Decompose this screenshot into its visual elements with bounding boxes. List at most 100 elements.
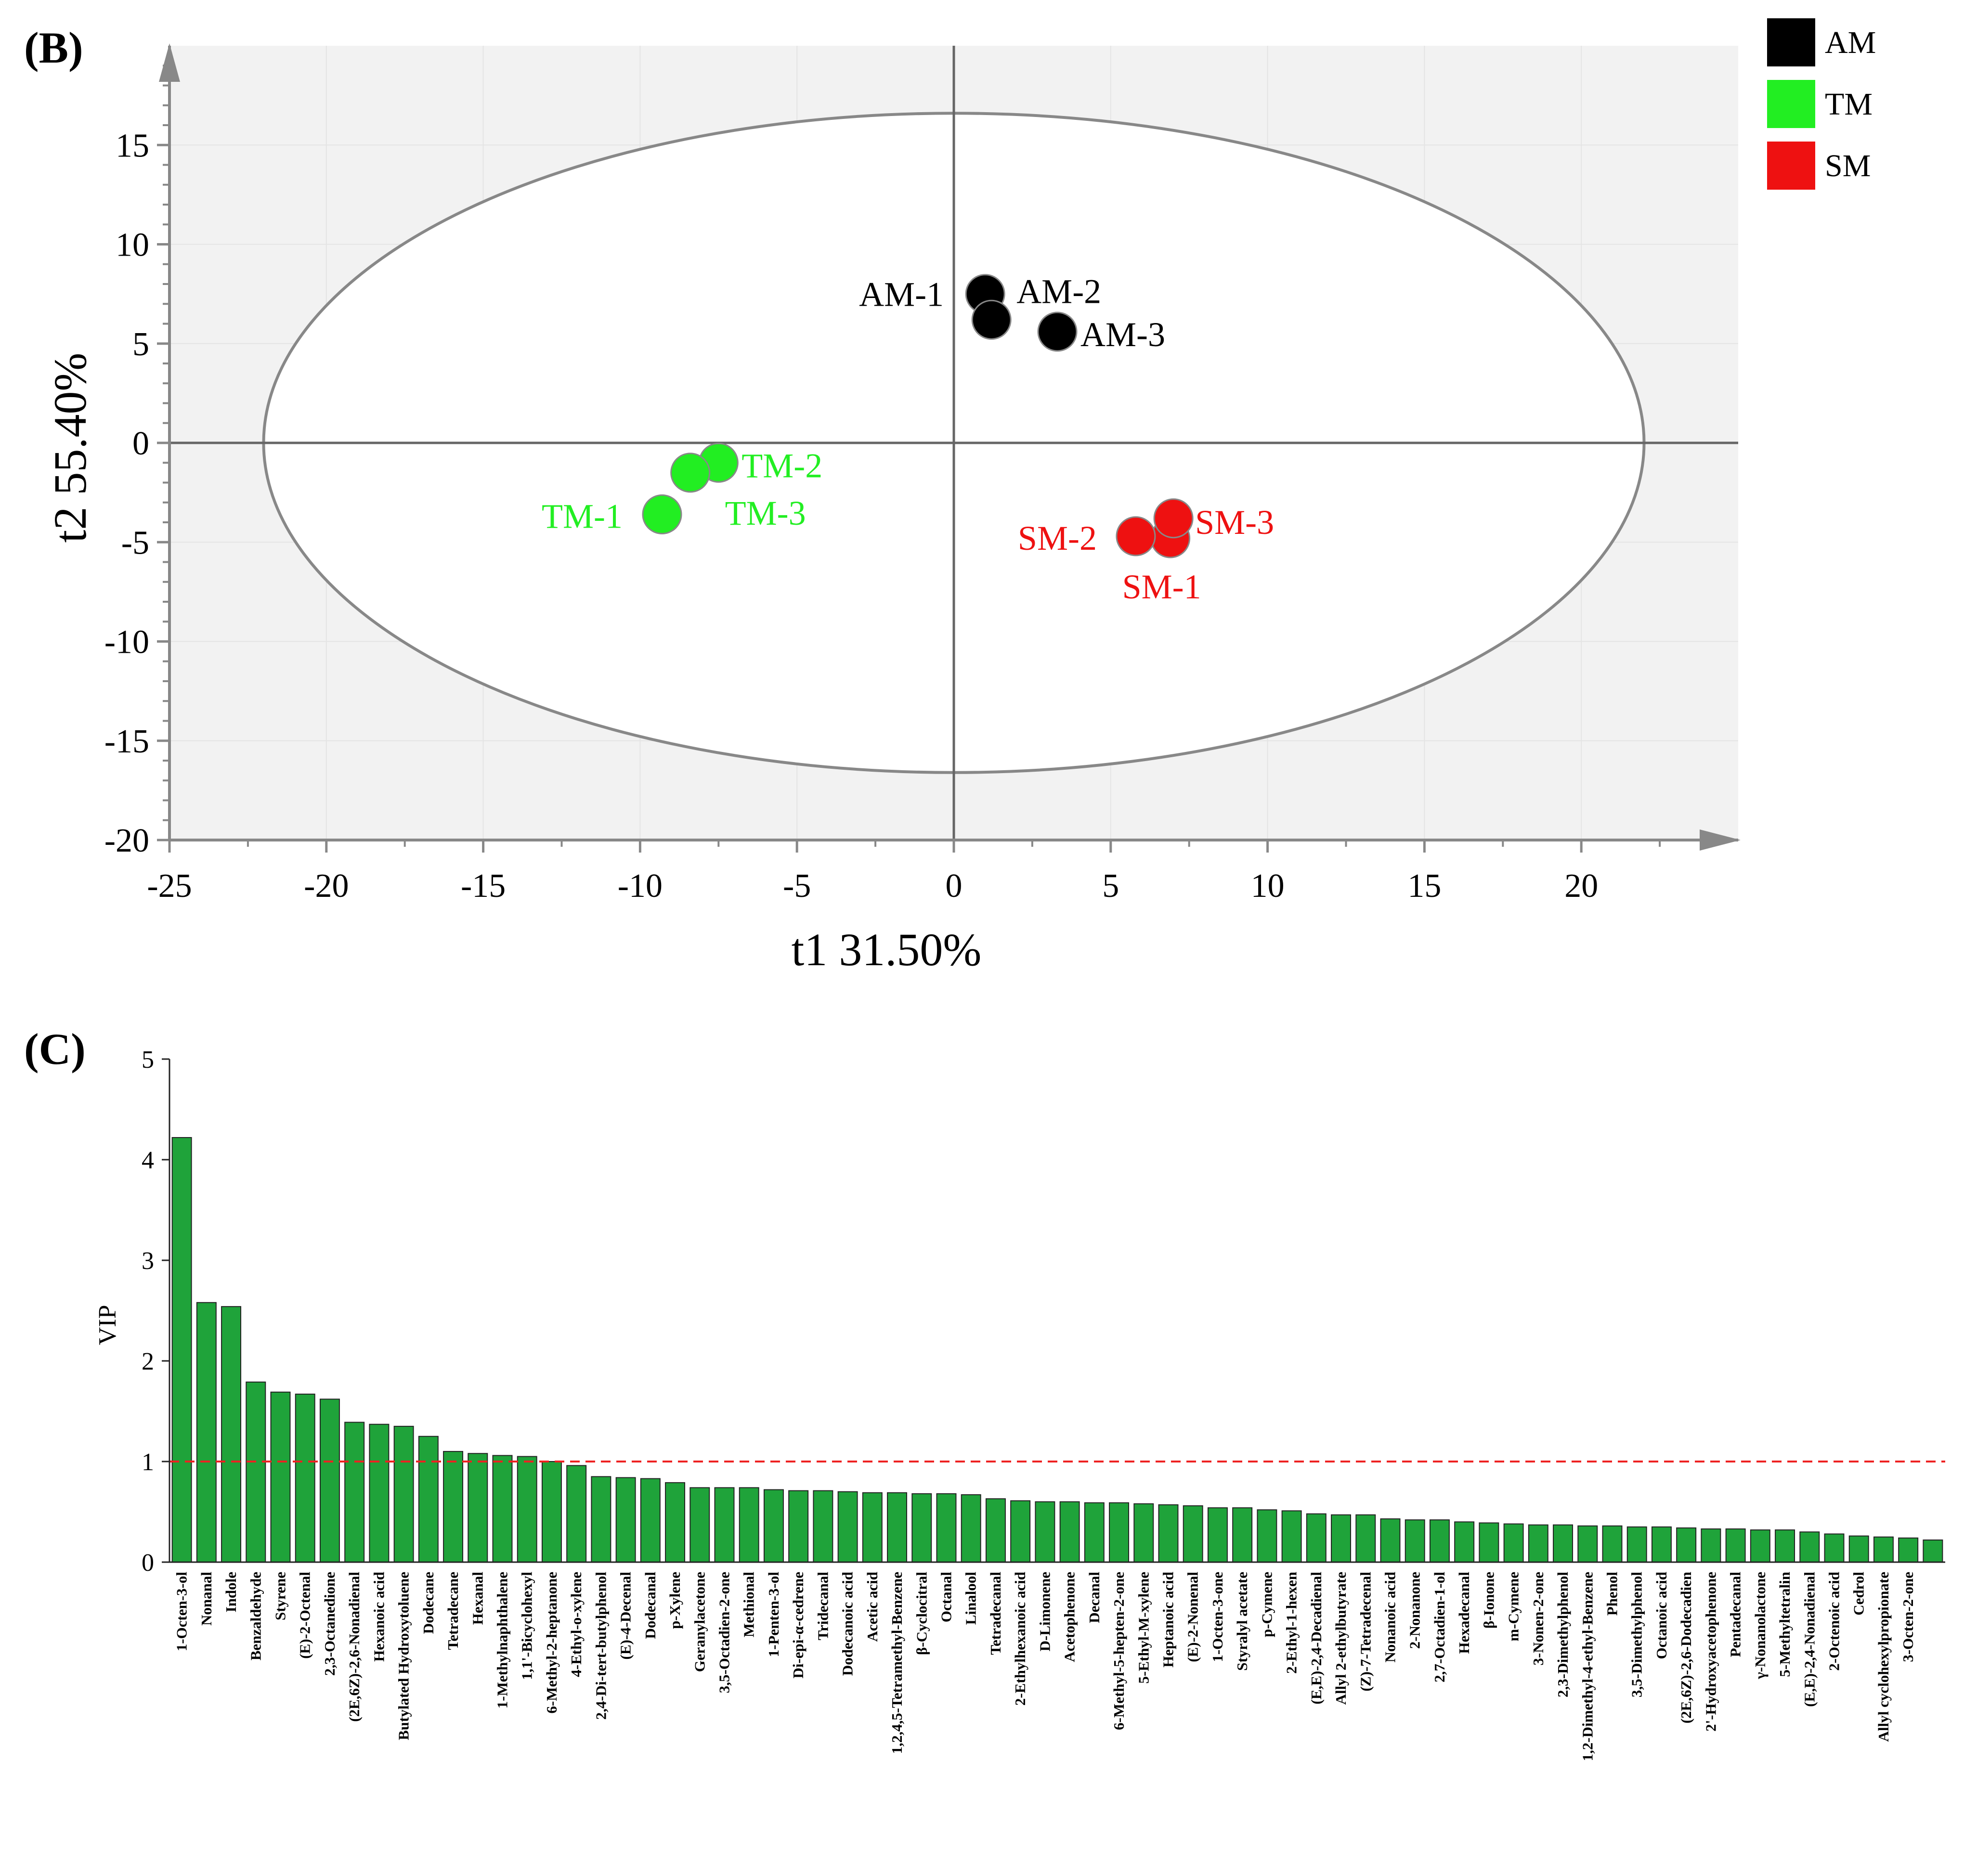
vip-category-label: Hexanal xyxy=(469,1572,486,1625)
vip-category-label: Linalool xyxy=(962,1572,979,1625)
vip-y-tick-label: 5 xyxy=(142,1046,154,1074)
vip-bar xyxy=(1799,1531,1820,1563)
vip-bar xyxy=(1577,1525,1598,1563)
vip-bar xyxy=(1183,1505,1203,1563)
vip-bar xyxy=(1848,1535,1869,1563)
vip-bar xyxy=(566,1465,587,1563)
x-tick-label: 20 xyxy=(1564,867,1598,905)
vip-category-label: 4-Ethyl-o-xylene xyxy=(568,1572,585,1677)
score-points: AM-1 AM-2 AM-3 TM-1 TM-2 TM-3 SM-1 SM-2 SM-3 xyxy=(542,272,1274,606)
vip-category-label: 1,2,4,5-Tetramethyl-Benzene xyxy=(888,1572,905,1754)
vip-bars xyxy=(171,1137,1943,1563)
vip-bar xyxy=(1701,1528,1721,1563)
vip-bar xyxy=(1059,1501,1080,1563)
vip-category-label: Nonanal xyxy=(198,1572,215,1626)
score-point-tm-1 xyxy=(642,494,682,534)
panel-b-label: (B) xyxy=(24,23,83,72)
vip-bar xyxy=(319,1398,340,1563)
vip-category-label: 3,5-Dimethylphenol xyxy=(1628,1572,1645,1697)
panel-c-label: (C) xyxy=(24,1024,86,1074)
vip-category-label: 2,3-Octanedione xyxy=(321,1572,338,1676)
vip-bar xyxy=(985,1498,1006,1563)
score-point-tm-3 xyxy=(670,453,711,493)
y-tick-label: -10 xyxy=(104,624,149,661)
panel-b-score-plot: (B) -25 -20 -15 -10 -5 0 5 10 15 20 -20 -15 -10 -5 0 5… xyxy=(24,18,1876,975)
vip-category-label: Cedrol xyxy=(1850,1572,1867,1616)
vip-bar xyxy=(517,1456,537,1563)
vip-bar xyxy=(763,1489,784,1563)
vip-bar xyxy=(1873,1536,1894,1563)
vip-bar xyxy=(492,1455,513,1563)
vip-bar xyxy=(344,1422,365,1563)
vip-bar xyxy=(1725,1528,1746,1563)
vip-category-label: Acetic acid xyxy=(864,1572,881,1642)
vip-bar xyxy=(1084,1502,1105,1563)
vip-bar xyxy=(665,1482,686,1563)
vip-bar xyxy=(837,1491,858,1563)
vip-category-label: (E)-4-Decenal xyxy=(617,1572,634,1660)
vip-category-label: 1-Penten-3-ol xyxy=(765,1572,782,1657)
vip-bar xyxy=(1281,1510,1302,1563)
vip-bar xyxy=(369,1423,390,1563)
score-point-am-2 xyxy=(971,299,1012,340)
vip-bar xyxy=(246,1381,266,1563)
vip-category-labels: 1-Octen-3-ol Nonanal Indole Benzaldehyde Sty… xyxy=(173,1572,1917,1761)
vip-bar xyxy=(541,1461,562,1563)
vip-bar xyxy=(1503,1523,1524,1563)
point-label-am-2: AM-2 xyxy=(1016,272,1101,311)
legend-label-sm: SM xyxy=(1825,148,1871,183)
vip-bar xyxy=(1602,1525,1623,1563)
vip-bar xyxy=(1528,1524,1548,1563)
x-tick-label: -20 xyxy=(304,867,349,905)
vip-bar xyxy=(443,1451,464,1563)
legend-swatch-am xyxy=(1767,18,1815,66)
y-tick-label: -5 xyxy=(121,524,149,561)
vip-category-label: Benzaldehyde xyxy=(247,1572,264,1660)
vip-category-label: Octanal xyxy=(938,1572,955,1622)
vip-y-tick-label: 2 xyxy=(142,1348,154,1375)
score-point-am-3 xyxy=(1037,311,1078,352)
vip-bar xyxy=(813,1490,833,1563)
vip-category-label: (2E,6Z)-2,6-Dodecadien xyxy=(1678,1572,1694,1723)
vip-bar xyxy=(887,1492,908,1563)
vip-category-label: m-Cymene xyxy=(1505,1572,1522,1642)
vip-bar xyxy=(1454,1521,1475,1563)
vip-category-label: γ-Nonanolactone xyxy=(1752,1572,1769,1680)
vip-y-tick-label: 0 xyxy=(142,1549,154,1577)
x-tick-label: -10 xyxy=(618,867,663,905)
vip-bar xyxy=(1035,1501,1055,1563)
vip-bar xyxy=(1676,1527,1697,1563)
y-tick-label: 10 xyxy=(116,227,149,264)
vip-category-label: 2,4-Di-tert-butylphenol xyxy=(592,1572,609,1720)
vip-bar xyxy=(1775,1529,1795,1563)
vip-category-label: D-Limonene xyxy=(1036,1572,1053,1651)
vip-category-label: (E)-2-Nonenal xyxy=(1184,1572,1201,1662)
y-axis-title: t2 55.40% xyxy=(44,353,96,543)
vip-category-label: 2-Octenoic acid xyxy=(1826,1572,1843,1671)
vip-category-label: Allyl 2-ethylbutyrate xyxy=(1332,1572,1349,1705)
vip-bar xyxy=(295,1393,315,1563)
vip-bar xyxy=(1429,1519,1450,1563)
x-tick-label: -15 xyxy=(461,867,506,905)
vip-bar xyxy=(1553,1524,1574,1563)
vip-bar xyxy=(739,1487,759,1563)
vip-category-label: Octanoic acid xyxy=(1653,1572,1670,1659)
point-label-tm-2: TM-2 xyxy=(741,446,822,485)
vip-category-label: p-Xylene xyxy=(666,1572,683,1629)
vip-category-label: 6-Methyl-2-heptanone xyxy=(543,1572,560,1713)
vip-bar xyxy=(1405,1519,1425,1563)
vip-bar xyxy=(1923,1540,1943,1563)
legend-swatch-sm xyxy=(1767,142,1815,190)
vip-y-tick-label: 4 xyxy=(142,1147,154,1174)
point-label-tm-1: TM-1 xyxy=(542,497,623,536)
vip-bar xyxy=(1750,1529,1770,1563)
y-tick-label: 0 xyxy=(132,425,149,462)
vip-category-label: (2E,6Z)-2,6-Nonadienal xyxy=(346,1572,363,1722)
vip-bar xyxy=(961,1494,981,1563)
vip-category-label: 2-Nonanone xyxy=(1406,1572,1423,1649)
zero-axis-lines xyxy=(169,46,1738,840)
point-label-sm-1: SM-1 xyxy=(1122,568,1201,606)
vip-category-label: Hexadecanal xyxy=(1456,1572,1472,1654)
vip-category-label: β-Cyclocitral xyxy=(913,1572,930,1655)
x-tick-label: 10 xyxy=(1251,867,1285,905)
